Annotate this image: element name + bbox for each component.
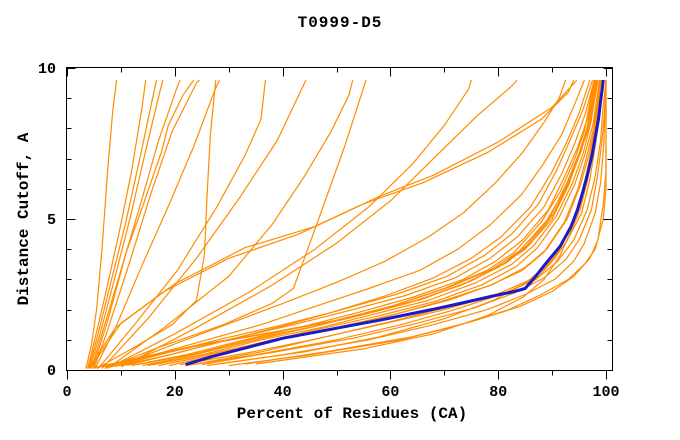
model-curve (107, 79, 354, 369)
model-curve (101, 79, 307, 369)
model-curve (217, 80, 601, 365)
model-curve (109, 79, 472, 368)
model-curve (86, 80, 147, 369)
model-curve (93, 79, 201, 369)
model-curve (88, 79, 158, 369)
x-tick-label: 60 (381, 384, 399, 401)
model-curve (89, 79, 164, 369)
model-curve (89, 79, 578, 369)
y-tick-label: 0 (47, 363, 56, 380)
chart-title: T0999-D5 (297, 14, 383, 32)
x-tick-label: 0 (62, 384, 71, 401)
x-tick-label: 40 (274, 384, 292, 401)
x-axis-label: Percent of Residues (CA) (236, 405, 468, 423)
model-curve (120, 79, 518, 368)
model-curve (131, 79, 596, 367)
model-curve (147, 80, 599, 367)
model-curve (92, 79, 195, 369)
model-curve (90, 79, 181, 369)
highlighted-model-curve (185, 79, 605, 367)
model-curve (158, 80, 601, 367)
model-curve (96, 80, 217, 370)
model-curve (228, 80, 607, 367)
model-curve (85, 80, 118, 369)
y-tick-label: 5 (47, 212, 56, 229)
model-curve (207, 80, 607, 367)
x-tick-label: 100 (592, 384, 619, 401)
model-curve (109, 79, 585, 368)
model-curve (104, 79, 367, 370)
x-tick-label: 20 (166, 384, 184, 401)
model-curve (126, 79, 595, 367)
model-curve (97, 80, 266, 369)
model-curve (185, 80, 607, 367)
y-tick-label: 10 (38, 61, 56, 78)
model-curve (201, 80, 607, 366)
model-curve (244, 80, 607, 365)
x-tick-label: 80 (489, 384, 507, 401)
model-curve (99, 79, 599, 368)
model-curve (104, 79, 567, 368)
model-curve (115, 79, 591, 367)
model-curve (142, 80, 597, 367)
model-curve (180, 80, 604, 366)
